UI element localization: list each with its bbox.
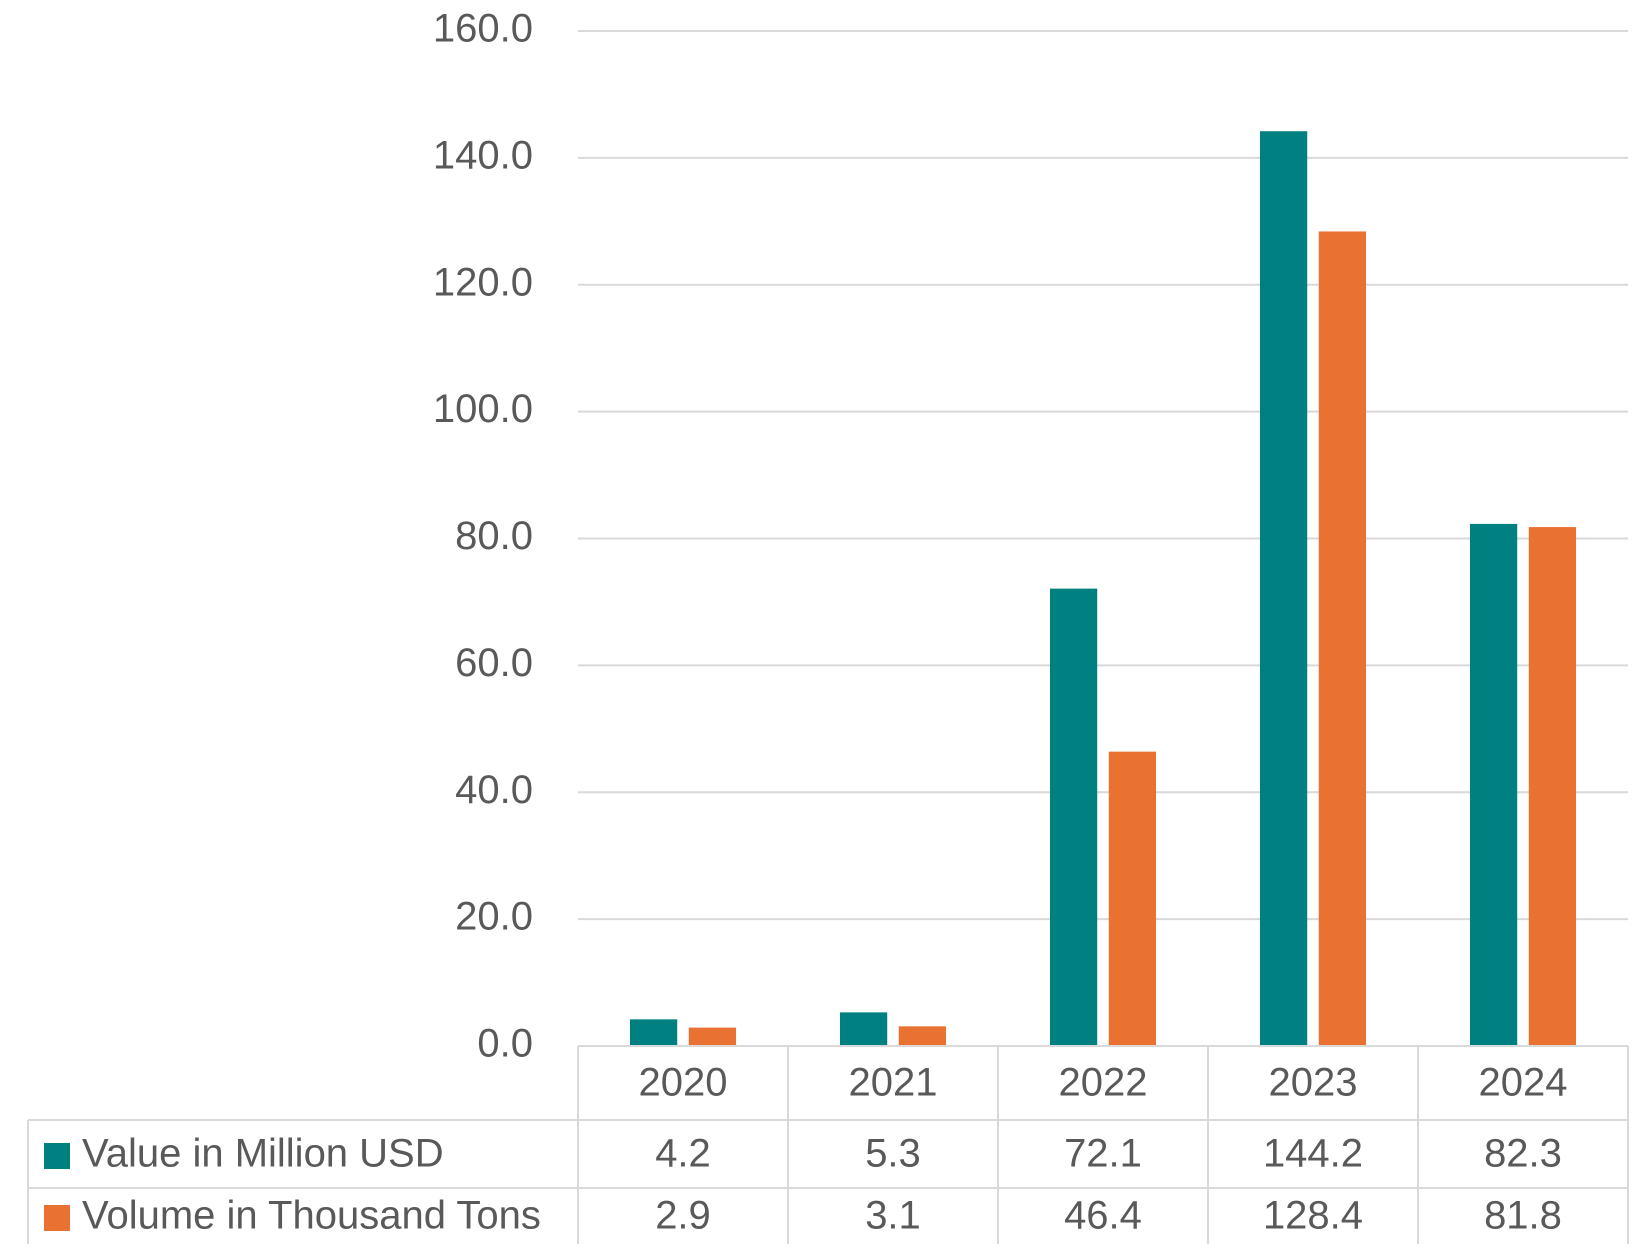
table-value: 4.2 [655,1132,711,1176]
bar [1318,231,1367,1046]
x-tick-label: 2021 [849,1061,938,1105]
x-tick-label: 2022 [1059,1061,1148,1105]
bar [1469,523,1518,1046]
table-value: 128.4 [1263,1194,1363,1238]
y-tick-label: 120.0 [433,260,533,304]
bar [898,1026,947,1046]
table-value: 81.8 [1484,1194,1562,1238]
bar [839,1012,888,1046]
table-value: 2.9 [655,1194,711,1238]
table-value: 82.3 [1484,1132,1562,1176]
y-tick-label: 40.0 [455,768,533,812]
y-tick-label: 60.0 [455,641,533,685]
y-tick-label: 0.0 [477,1022,533,1066]
bar [688,1027,737,1046]
legend-label: Volume in Thousand Tons [82,1194,541,1238]
table-value: 5.3 [865,1132,921,1176]
legend-swatch [44,1205,70,1231]
table-value: 72.1 [1064,1132,1142,1176]
y-tick-label: 100.0 [433,387,533,431]
bar [1049,588,1098,1046]
x-tick-label: 2020 [639,1061,728,1105]
y-tick-label: 80.0 [455,514,533,558]
x-tick-label: 2024 [1479,1061,1568,1105]
y-tick-label: 140.0 [433,133,533,177]
x-tick-label: 2023 [1269,1061,1358,1105]
table-value: 46.4 [1064,1194,1142,1238]
bar [629,1019,678,1046]
table-value: 3.1 [865,1194,921,1238]
bar [1108,751,1157,1046]
bar [1259,131,1308,1046]
table-value: 144.2 [1263,1132,1363,1176]
legend-swatch [44,1143,70,1169]
y-tick-label: 160.0 [433,7,533,51]
bar [1528,527,1577,1046]
legend-label: Value in Million USD [82,1132,444,1176]
y-tick-label: 20.0 [455,895,533,939]
